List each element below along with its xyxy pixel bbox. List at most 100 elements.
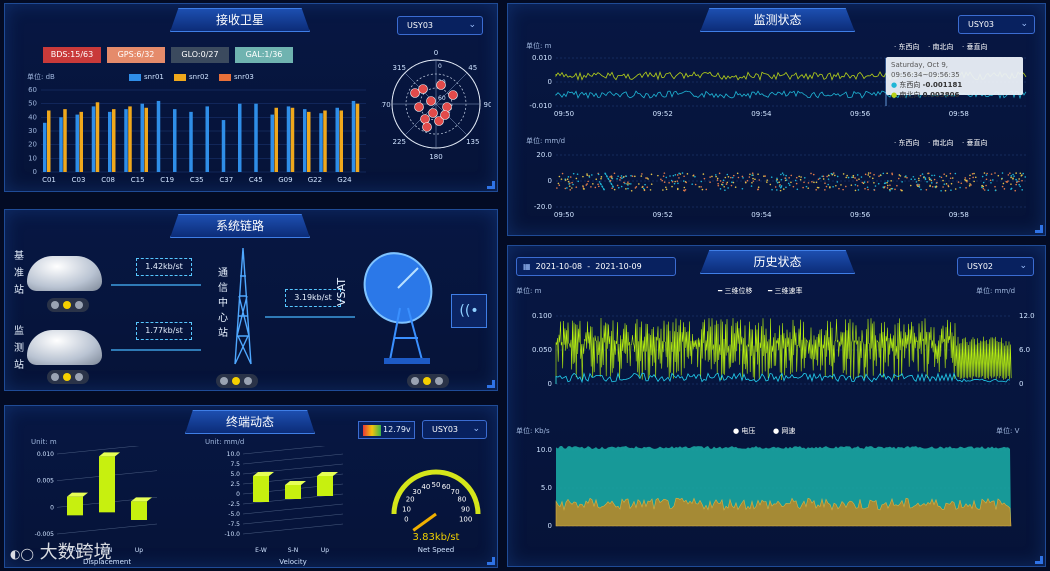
- scatter-point: [905, 175, 907, 177]
- scatter-point: [1015, 172, 1017, 174]
- scatter-point: [778, 181, 780, 184]
- scatter-point: [668, 181, 670, 184]
- scatter-point: [641, 186, 644, 188]
- history-unit-right-2: 单位: V: [996, 427, 1020, 435]
- base-receiver: [27, 256, 102, 291]
- scatter-point: [610, 177, 613, 179]
- scatter-point: [1020, 174, 1023, 177]
- scatter-point: [992, 179, 994, 181]
- scatter-point: [816, 186, 819, 189]
- scatter-point: [930, 182, 933, 184]
- history-panel: 历史状态 ▦ 2021-10-08 - 2021-10-09 USY02 ⌄ 单位…: [507, 245, 1046, 567]
- scatter-point: [856, 184, 859, 187]
- scatter-point: [887, 180, 889, 182]
- y-tick: 60: [28, 86, 37, 94]
- scatter-point: [784, 177, 787, 179]
- scatter-point: [775, 180, 778, 182]
- terminal-station-select[interactable]: USY03 ⌄: [422, 420, 487, 439]
- scatter-point: [950, 189, 952, 191]
- scatter-point: [674, 180, 676, 183]
- legend-item: ━ 三维速率: [768, 287, 803, 295]
- scatter-point: [942, 179, 944, 182]
- scatter-point: [863, 181, 866, 183]
- scatter-point: [730, 176, 732, 179]
- sat-marker: [428, 108, 438, 118]
- x-tick: G09: [278, 176, 292, 184]
- legend-item: · 东西向: [894, 139, 920, 147]
- signal-icon: ((•: [451, 294, 487, 328]
- scatter-point: [604, 173, 607, 175]
- scatter-point: [840, 184, 842, 186]
- y-tick: 10: [28, 154, 37, 162]
- x-tick: G22: [308, 176, 322, 184]
- monitor-unit-1: 单位: m: [526, 42, 552, 50]
- chevron-down-icon: ⌄: [472, 424, 480, 434]
- scatter-point: [890, 180, 892, 182]
- scatter-point: [586, 173, 588, 175]
- scatter-point: [564, 187, 567, 190]
- ring-label: 60: [438, 95, 446, 102]
- scatter-point: [830, 172, 833, 175]
- link-title: 系统链路: [170, 214, 310, 238]
- scatter-point: [1014, 189, 1017, 192]
- scatter-point: [613, 188, 616, 191]
- scatter-point: [558, 184, 561, 187]
- scatter-point: [1002, 182, 1005, 185]
- history-station-select[interactable]: USY02 ⌄: [957, 257, 1034, 276]
- base-status-lights: [47, 298, 89, 312]
- legend-item: · 垂直向: [962, 139, 988, 147]
- scatter-point: [954, 172, 957, 175]
- base-station-label: 基准站: [14, 251, 24, 296]
- sat-marker: [436, 80, 446, 90]
- scatter-point: [983, 189, 986, 191]
- scatter-point: [597, 185, 600, 188]
- x-tick: 09:56: [850, 110, 871, 118]
- scatter-point: [609, 180, 612, 182]
- scatter-point: [854, 177, 856, 179]
- scatter-point: [785, 179, 788, 181]
- chevron-down-icon: ⌄: [468, 20, 476, 30]
- satellite-station-select[interactable]: USY03 ⌄: [397, 16, 483, 35]
- scatter-point: [1015, 178, 1017, 181]
- scatter-point: [663, 181, 666, 183]
- sat-marker: [434, 116, 444, 126]
- terminal-title: 终端动态: [185, 410, 315, 434]
- scatter-point: [744, 181, 747, 184]
- date-range-picker[interactable]: ▦ 2021-10-08 - 2021-10-09: [516, 257, 676, 276]
- bar: [108, 111, 112, 172]
- scatter-point: [694, 183, 697, 186]
- x-tick: S-N: [288, 547, 298, 554]
- scatter-point: [566, 178, 569, 180]
- scatter-point: [873, 189, 876, 191]
- y-tick-right: 12.0: [1019, 312, 1035, 320]
- scatter-point: [929, 185, 931, 188]
- scatter-point: [661, 179, 664, 182]
- scatter-point: [1010, 183, 1012, 185]
- scatter-point: [822, 175, 825, 178]
- scatter-point: [590, 186, 592, 188]
- scatter-point: [825, 185, 828, 188]
- tooltip-ns-value: 0.003806: [922, 91, 960, 99]
- scatter-point: [711, 175, 713, 178]
- scatter-point: [616, 184, 619, 187]
- scatter-point: [732, 174, 735, 177]
- x-tick: 09:52: [653, 110, 673, 118]
- bar: [303, 109, 307, 172]
- legend-label: snr02: [189, 73, 209, 81]
- scatter-point: [943, 173, 945, 176]
- scatter-point: [646, 177, 648, 179]
- watermark-text: 大数跨境: [39, 542, 112, 563]
- scatter-point: [898, 174, 901, 176]
- y-tick: 7.5: [230, 461, 240, 468]
- history-unit-right: 单位: mm/d: [976, 287, 1016, 295]
- scatter-point: [959, 186, 961, 189]
- scatter-point: [721, 183, 723, 186]
- scatter-point: [692, 175, 694, 177]
- monitor-station-select[interactable]: USY03 ⌄: [958, 15, 1035, 34]
- scatter-point: [592, 183, 594, 185]
- bar-3d-top: [131, 497, 152, 502]
- scatter-point: [787, 182, 790, 185]
- gauge-needle: [412, 512, 437, 532]
- scatter-point: [835, 184, 837, 187]
- bar: [112, 109, 116, 172]
